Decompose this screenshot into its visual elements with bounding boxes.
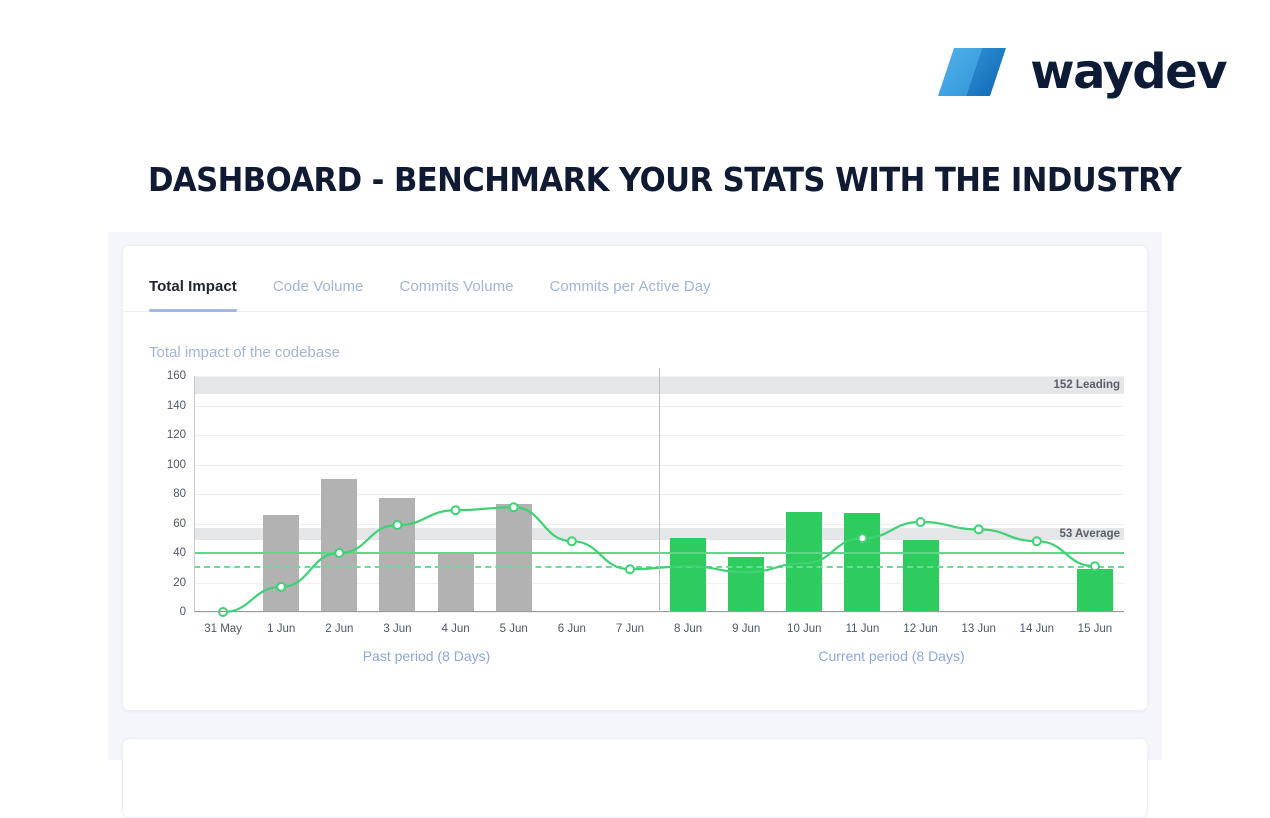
x-axis-tick-label: 3 Jun — [383, 623, 412, 635]
tab-commits-per-active-day[interactable]: Commits per Active Day — [549, 278, 711, 295]
y-axis — [194, 376, 195, 612]
current-period-label: Current period (8 Days) — [818, 648, 965, 664]
waydev-parallelogram-logo — [936, 46, 1008, 98]
y-axis-tick-label: 160 — [166, 370, 186, 382]
y-axis-tick-label: 0 — [179, 606, 186, 618]
y-axis-tick-label: 20 — [173, 576, 186, 589]
tab-code-volume[interactable]: Code Volume — [272, 278, 364, 295]
benchmark-band-label-0: 152 Leading — [1053, 378, 1120, 391]
chart-bar[interactable] — [670, 538, 707, 612]
chart-plot-area: 152 Leading 53 Average 0 20 40 60 80 100 120 140 1… — [167, 368, 1124, 664]
trend-line-series — [218, 502, 1100, 617]
y-axis-tick-label: 100 — [166, 458, 186, 471]
gridline — [194, 612, 1124, 613]
y-axis-tick-label: 40 — [173, 547, 186, 559]
chart-bar[interactable] — [263, 514, 300, 612]
y-axis-tick-label: 60 — [173, 517, 186, 530]
x-axis-tick-label: 10 Jun — [787, 623, 822, 635]
chart-tabs: Total Impact Code Volume Commits Volume … — [123, 246, 1147, 312]
dashboard-canvas: Total Impact Code Volume Commits Volume … — [108, 232, 1162, 818]
chart-bar[interactable] — [379, 498, 416, 612]
trend-point[interactable] — [392, 519, 403, 530]
past-period-label: Past period (8 Days) — [362, 648, 491, 664]
x-axis-tick-label: 15 Jun — [1077, 623, 1113, 635]
x-axis-tick-label: 2 Jun — [325, 623, 354, 635]
x-axis-tick-label: 12 Jun — [903, 623, 938, 635]
chart-subtitle: Total impact of the codebase — [149, 344, 340, 361]
trend-point[interactable] — [857, 533, 868, 544]
chart-bar[interactable] — [437, 553, 474, 612]
trend-point[interactable] — [276, 581, 287, 592]
trend-point[interactable] — [973, 524, 984, 535]
chart-bar[interactable] — [844, 513, 881, 612]
brand-name: waydev — [1030, 44, 1227, 100]
period-divider — [659, 368, 660, 612]
x-axis-tick-label: 4 Jun — [441, 623, 470, 635]
x-axis-tick-label: 14 Jun — [1019, 623, 1055, 635]
trend-point[interactable] — [915, 517, 926, 528]
trend-point[interactable] — [1089, 561, 1100, 572]
chart-bar[interactable] — [495, 504, 532, 612]
x-axis-tick-label: 31 May — [204, 623, 242, 635]
page-title: DASHBOARD - BENCHMARK YOUR STATS WITH TH… — [148, 160, 1182, 199]
x-axis-tick-label: 5 Jun — [499, 623, 528, 635]
trend-point[interactable] — [334, 548, 345, 558]
total-impact-card: Total Impact Code Volume Commits Volume … — [122, 245, 1148, 711]
x-axis-tick-label: 9 Jun — [732, 623, 761, 635]
trend-point[interactable] — [566, 536, 577, 547]
y-axis-tick-label: 140 — [166, 399, 186, 412]
x-axis-tick-label: 8 Jun — [673, 623, 703, 635]
x-axis-tick-label: 7 Jun — [615, 623, 645, 635]
trend-point[interactable] — [1031, 536, 1042, 547]
next-card-partial — [122, 738, 1148, 818]
x-axis-tick-label: 1 Jun — [267, 623, 296, 635]
trend-point[interactable] — [508, 502, 519, 513]
brand-logo: waydev — [936, 44, 1227, 100]
x-axis-tick-label: 6 Jun — [557, 623, 586, 635]
chart-bar[interactable] — [1076, 569, 1113, 612]
y-axis-tick-label: 80 — [173, 488, 186, 500]
total-impact-chart: 152 Leading 53 Average 0 20 40 60 80 100 120 140 1… — [149, 368, 1124, 676]
y-axis-tick-label: 120 — [166, 429, 186, 441]
x-axis-tick-label: 13 Jun — [961, 623, 996, 635]
x-axis-tick-label: 11 Jun — [845, 623, 880, 635]
trend-point[interactable] — [218, 607, 229, 617]
tab-commits-volume[interactable]: Commits Volume — [399, 278, 514, 295]
benchmark-band-label-1: 53 Average — [1059, 527, 1120, 540]
chart-bar[interactable] — [321, 479, 358, 612]
trend-point[interactable] — [624, 564, 635, 575]
tab-total-impact[interactable]: Total Impact — [149, 278, 237, 312]
trend-point[interactable] — [450, 505, 461, 516]
